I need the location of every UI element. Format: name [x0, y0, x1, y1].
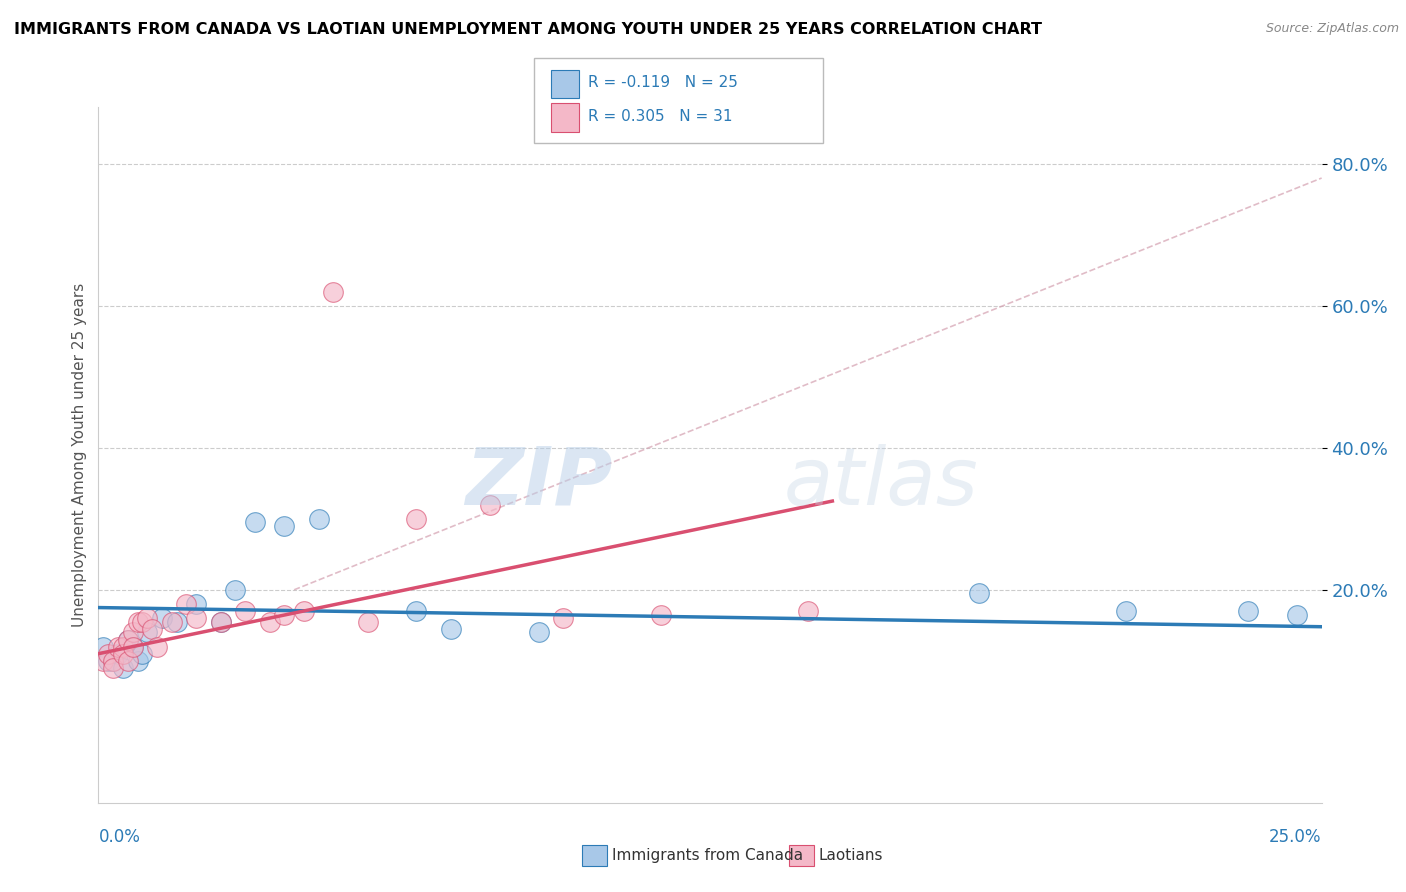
Text: Laotians: Laotians	[818, 848, 883, 863]
Text: IMMIGRANTS FROM CANADA VS LAOTIAN UNEMPLOYMENT AMONG YOUTH UNDER 25 YEARS CORREL: IMMIGRANTS FROM CANADA VS LAOTIAN UNEMPL…	[14, 22, 1042, 37]
Point	[405, 604, 427, 618]
Point	[292, 604, 315, 618]
Point	[1115, 604, 1137, 618]
Point	[136, 625, 159, 640]
Text: 25.0%: 25.0%	[1270, 828, 1322, 846]
Point	[273, 607, 295, 622]
Point	[91, 654, 114, 668]
Point	[107, 647, 129, 661]
Text: R = 0.305   N = 31: R = 0.305 N = 31	[588, 110, 733, 124]
Point	[111, 647, 134, 661]
Point	[166, 615, 188, 629]
Point	[101, 654, 124, 668]
Point	[111, 640, 134, 654]
Text: Source: ZipAtlas.com: Source: ZipAtlas.com	[1265, 22, 1399, 36]
Point	[967, 586, 990, 600]
Point	[650, 607, 672, 622]
Point	[127, 654, 149, 668]
Point	[322, 285, 344, 299]
Point	[107, 640, 129, 654]
Point	[111, 661, 134, 675]
Point	[146, 640, 169, 654]
Point	[553, 611, 575, 625]
Text: R = -0.119   N = 25: R = -0.119 N = 25	[588, 76, 738, 90]
Point	[259, 615, 281, 629]
Text: Immigrants from Canada: Immigrants from Canada	[612, 848, 803, 863]
Point	[186, 611, 208, 625]
Point	[440, 622, 463, 636]
Point	[121, 625, 143, 640]
Point	[527, 625, 550, 640]
Point	[273, 519, 295, 533]
Point	[117, 632, 139, 647]
Point	[356, 615, 378, 629]
Point	[797, 604, 820, 618]
Point	[101, 654, 124, 668]
Point	[233, 604, 256, 618]
Point	[91, 640, 114, 654]
Point	[308, 512, 330, 526]
Y-axis label: Unemployment Among Youth under 25 years: Unemployment Among Youth under 25 years	[72, 283, 87, 627]
Point	[160, 615, 183, 629]
Point	[127, 615, 149, 629]
Point	[121, 640, 143, 654]
Text: ZIP: ZIP	[465, 443, 612, 522]
Point	[1286, 607, 1309, 622]
Point	[209, 615, 232, 629]
Text: atlas: atlas	[783, 443, 979, 522]
Point	[209, 615, 232, 629]
Point	[150, 611, 173, 625]
Point	[97, 647, 120, 661]
Point	[136, 611, 159, 625]
Point	[478, 498, 501, 512]
Point	[97, 654, 120, 668]
Point	[117, 654, 139, 668]
Point	[176, 597, 198, 611]
Point	[405, 512, 427, 526]
Point	[186, 597, 208, 611]
Point	[131, 647, 153, 661]
Point	[117, 632, 139, 647]
Point	[1237, 604, 1260, 618]
Point	[101, 661, 124, 675]
Text: 0.0%: 0.0%	[98, 828, 141, 846]
Point	[131, 615, 153, 629]
Point	[224, 582, 246, 597]
Point	[121, 640, 143, 654]
Point	[141, 622, 163, 636]
Point	[243, 516, 266, 530]
